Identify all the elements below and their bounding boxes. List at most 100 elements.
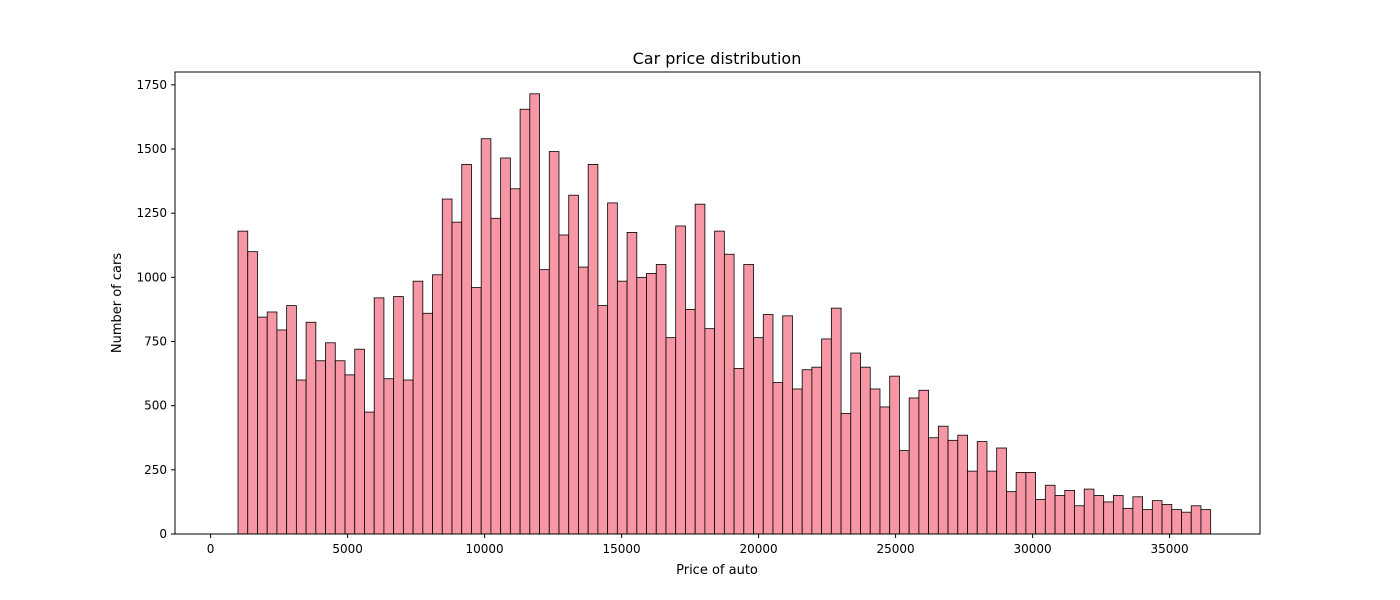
histogram-bar: [325, 342, 336, 535]
histogram-bar: [1015, 471, 1027, 535]
histogram-bar: [471, 287, 482, 535]
histogram-bar: [665, 337, 677, 535]
histogram-bar: [830, 307, 842, 535]
histogram-bar: [714, 230, 725, 535]
histogram-bar: [1035, 498, 1046, 535]
histogram-bar: [889, 375, 900, 535]
histogram-bar: [762, 314, 774, 535]
histogram-bar: [568, 194, 579, 535]
histogram-bar: [364, 411, 375, 535]
histogram-bar: [723, 253, 735, 535]
histogram-bar: [393, 296, 404, 535]
histogram-bar: [986, 470, 998, 535]
histogram-bar: [782, 315, 793, 535]
x-tick-label: 30000: [1013, 542, 1051, 556]
y-tick-label: 500: [144, 399, 167, 413]
histogram-bar: [1113, 495, 1124, 535]
histogram-bar: [1200, 509, 1212, 535]
histogram-bar: [539, 269, 550, 535]
histogram-bar: [928, 437, 939, 535]
histogram-bar: [1044, 484, 1056, 535]
x-tick-label: 15000: [603, 542, 641, 556]
histogram-bar: [529, 93, 540, 535]
x-tick-label: 35000: [1150, 542, 1188, 556]
y-tick-label: 1500: [136, 142, 167, 156]
histogram-bar: [548, 151, 560, 535]
histogram-bar: [1054, 495, 1066, 535]
histogram-bar: [704, 328, 716, 535]
histogram-bar: [1025, 471, 1037, 535]
histogram-bar: [266, 311, 278, 535]
y-tick-label: 1250: [136, 206, 167, 220]
histogram-bar: [1161, 504, 1173, 535]
histogram-bar: [587, 163, 599, 535]
histogram-bar: [334, 360, 346, 535]
histogram-bar: [509, 188, 521, 535]
histogram-bar: [422, 312, 433, 535]
histogram-bar: [801, 369, 813, 535]
histogram-bar: [1142, 509, 1153, 535]
histogram-bar: [947, 439, 959, 535]
histogram-bar: [792, 388, 803, 535]
y-tick-label: 1750: [136, 78, 167, 92]
histogram-bar: [344, 374, 356, 535]
histogram-bar: [753, 337, 764, 535]
histogram-bar: [869, 388, 881, 535]
histogram-bar: [373, 297, 385, 535]
histogram-bar: [811, 366, 823, 535]
histogram-bar: [840, 412, 852, 535]
x-axis-ticks: 0 5000 10000 15000 20000 25000 30000 35000: [207, 534, 1189, 556]
histogram-bar: [996, 447, 1007, 535]
histogram-bar: [1074, 505, 1085, 535]
histogram-bar: [1122, 507, 1134, 535]
histogram-bar: [626, 232, 638, 535]
histogram-bar: [305, 321, 317, 535]
histogram-bar: [500, 157, 511, 535]
histogram-bar: [597, 305, 609, 535]
histogram-bar: [646, 273, 657, 535]
x-tick-label: 5000: [332, 542, 363, 556]
histogram-bar: [694, 203, 706, 535]
histogram-bar: [402, 379, 414, 535]
histogram-bar: [918, 389, 930, 535]
histogram-bar: [1181, 511, 1192, 535]
histogram-bar: [295, 379, 307, 535]
x-tick-label: 0: [207, 542, 215, 556]
histogram-bar: [257, 316, 268, 535]
histogram-bar: [655, 264, 667, 535]
histogram-bar: [743, 264, 754, 535]
y-axis-ticks: 0 250 500 750 1000 1250 1500 1750: [136, 78, 175, 541]
histogram-bar: [237, 230, 249, 535]
histogram-bar: [636, 276, 647, 535]
histogram-bar: [607, 202, 618, 535]
histogram-bar: [558, 234, 570, 535]
y-tick-label: 250: [144, 463, 167, 477]
histogram-bar: [578, 266, 589, 535]
histogram-bar: [461, 163, 472, 535]
histogram-bar: [286, 305, 297, 535]
x-axis-label: Price of auto: [676, 563, 758, 578]
histogram-bar: [490, 217, 502, 535]
histogram-bar: [685, 309, 696, 535]
y-axis-label: Number of cars: [110, 253, 125, 353]
histogram-bar: [383, 378, 395, 535]
plot-frame: [174, 71, 1261, 535]
histogram-bar: [412, 280, 424, 535]
histogram-bar: [1190, 505, 1202, 535]
x-tick-label: 10000: [466, 542, 504, 556]
histogram-bar: [1171, 509, 1182, 535]
histogram-bar: [1151, 500, 1163, 535]
histogram-bar: [772, 382, 784, 535]
histogram-bar: [1103, 501, 1114, 535]
y-tick-label: 0: [159, 527, 167, 541]
histogram-bar: [1006, 491, 1017, 535]
histogram-bar: [937, 425, 949, 535]
histogram-bar: [616, 280, 628, 535]
histogram-bar: [1093, 495, 1105, 535]
histogram-bar: [733, 368, 745, 535]
histogram-bar: [908, 397, 920, 535]
histogram-bar: [967, 470, 978, 535]
histogram-bar: [1064, 489, 1075, 535]
histogram-bar: [976, 441, 988, 535]
